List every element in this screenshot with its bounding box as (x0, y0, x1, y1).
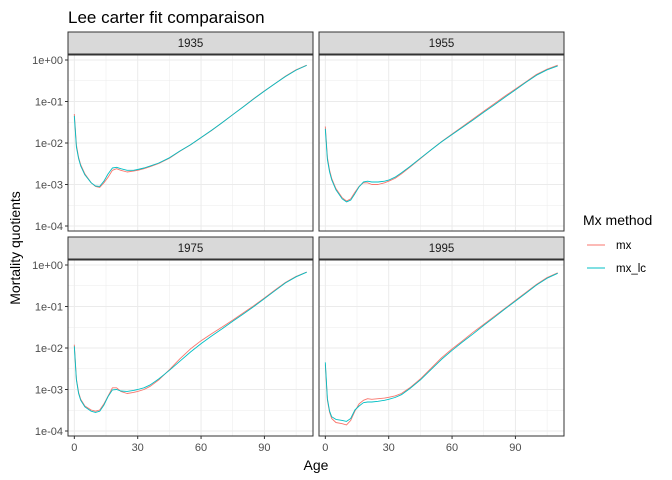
facet-strip (318, 236, 565, 260)
y-tick-label: 1e-03 (35, 385, 63, 397)
facet-panel-1975: 1975 1e-04 1e-03 1e-02 1e-01 1e+00 0 30 60 90 (32, 236, 314, 454)
series-line-mx (324, 272, 558, 426)
series-line-mx-lc (73, 64, 307, 187)
series-line-mx-lc (324, 65, 558, 203)
y-tick-label: 1e-01 (35, 302, 63, 314)
y-tick-label: 1e-04 (35, 426, 63, 438)
legend: Mx method mx mx_lc (583, 212, 652, 275)
y-axis-title: Mortality quotients (7, 191, 23, 305)
y-tick-label: 1e+00 (32, 55, 63, 67)
facet-strip (67, 236, 314, 260)
x-tick-label: 30 (132, 442, 144, 454)
x-tick-label: 90 (509, 442, 521, 454)
y-tick-label: 1e-04 (35, 221, 63, 233)
y-tick-label: 1e-02 (35, 138, 63, 150)
x-tick-label: 90 (258, 442, 270, 454)
x-tick-label: 30 (383, 442, 395, 454)
series-line-mx-lc (324, 272, 558, 422)
panel-border (318, 259, 565, 437)
series-line-mx (324, 64, 558, 202)
legend-label-mx: mx (616, 240, 632, 252)
facet-strip (67, 31, 314, 55)
facet-strip-label: 1995 (429, 243, 455, 255)
facet-strip-label: 1975 (178, 243, 204, 255)
facet-panels: 1935 1e-04 1e-03 1e-02 1e-01 1e+00 1955 1975 1e-… (32, 31, 565, 454)
facet-strip-label: 1955 (429, 38, 455, 50)
x-tick-label: 60 (195, 442, 207, 454)
legend-label-mx-lc: mx_lc (616, 263, 646, 275)
series-line-mx-lc (73, 271, 307, 413)
panel-border (318, 54, 565, 232)
y-tick-label: 1e-03 (35, 180, 63, 192)
legend-entry-mx-lc: mx_lc (587, 263, 646, 275)
y-tick-label: 1e-01 (35, 97, 63, 109)
legend-entry-mx: mx (587, 240, 632, 252)
y-tick-label: 1e+00 (32, 260, 63, 272)
chart-title: Lee carter fit comparaison (68, 8, 265, 27)
legend-title: Mx method (583, 212, 652, 228)
series-line-mx (73, 271, 307, 412)
x-tick-label: 0 (71, 442, 77, 454)
y-tick-label: 1e-02 (35, 343, 63, 355)
x-tick-label: 60 (446, 442, 458, 454)
x-axis-title: Age (304, 457, 329, 473)
facet-panel-1955: 1955 (318, 31, 565, 232)
facet-strip-label: 1935 (178, 38, 204, 50)
facet-strip (318, 31, 565, 55)
facet-panel-1995: 1995 0 30 60 90 (318, 236, 565, 454)
facet-panel-1935: 1935 1e-04 1e-03 1e-02 1e-01 1e+00 (32, 31, 314, 233)
x-tick-label: 0 (322, 442, 328, 454)
